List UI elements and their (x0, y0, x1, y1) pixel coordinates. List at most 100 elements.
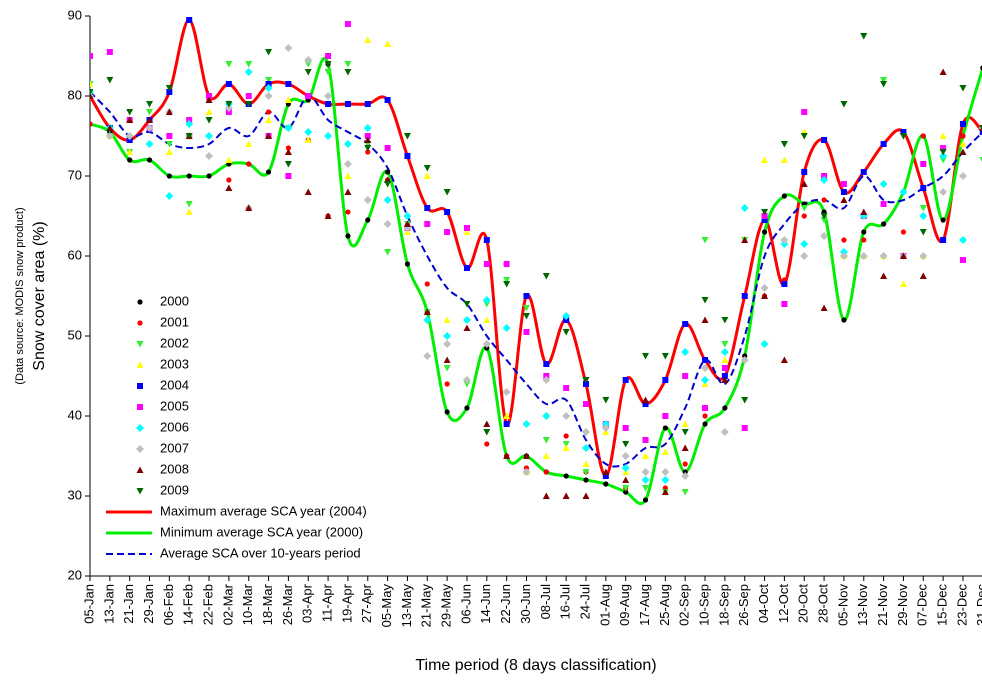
point (622, 441, 630, 448)
point (860, 169, 867, 175)
point (463, 324, 471, 331)
point (800, 240, 809, 248)
point (582, 444, 590, 452)
point (244, 68, 253, 76)
x-tick-label: 01-Aug (597, 584, 612, 626)
point (562, 441, 570, 448)
point (702, 405, 709, 411)
point (979, 157, 982, 163)
legend-label: 2009 (160, 482, 189, 497)
point (463, 265, 470, 271)
point (662, 425, 668, 431)
point (841, 317, 847, 323)
point (542, 412, 551, 420)
point (740, 356, 749, 364)
point (146, 157, 153, 163)
legend-label: Maximum average SCA year (2004) (160, 503, 367, 518)
point (642, 353, 650, 360)
point (363, 196, 372, 204)
point (563, 473, 569, 479)
point (642, 396, 650, 403)
point (284, 161, 292, 168)
point (562, 329, 570, 336)
point (602, 397, 610, 404)
point (385, 169, 391, 175)
point (681, 429, 689, 436)
point (365, 217, 371, 223)
point (582, 377, 590, 384)
point (364, 136, 372, 143)
y-tick-label: 40 (68, 407, 82, 422)
point (681, 348, 690, 356)
x-tick-label: 28-Oct (816, 584, 831, 623)
point (325, 53, 332, 59)
x-tick-label: 14-Feb (181, 584, 196, 625)
point (880, 81, 888, 88)
x-tick-label: 13-Nov (855, 584, 870, 626)
point (563, 385, 570, 391)
point (285, 173, 292, 179)
point (642, 497, 649, 503)
point (741, 236, 749, 243)
point (919, 252, 928, 260)
point (661, 353, 669, 360)
point (642, 452, 650, 459)
point (661, 448, 669, 455)
point (205, 132, 214, 140)
point (364, 36, 372, 43)
point (958, 172, 967, 180)
point (760, 340, 769, 348)
x-tick-label: 08-Jul (538, 584, 553, 620)
point (424, 281, 430, 287)
point (285, 145, 291, 151)
point (701, 376, 710, 384)
x-tick-label: 05-May (379, 584, 394, 628)
point (165, 148, 173, 155)
point (482, 296, 491, 304)
x-tick-label: 05-Nov (835, 584, 850, 626)
point (820, 176, 829, 184)
point (146, 109, 154, 116)
point (106, 124, 114, 131)
point (681, 420, 689, 427)
point (959, 140, 967, 147)
point (860, 33, 868, 40)
x-tick-label: 12-Oct (776, 584, 791, 623)
point (879, 252, 888, 260)
point (859, 252, 868, 260)
point (165, 108, 173, 115)
point (542, 376, 551, 384)
point (186, 17, 193, 23)
point (722, 405, 728, 411)
point (225, 101, 233, 108)
point (503, 281, 511, 288)
point (621, 464, 630, 472)
point (483, 261, 490, 267)
point (939, 68, 947, 75)
point (959, 85, 967, 92)
point (701, 237, 709, 244)
legend-marker (136, 445, 144, 453)
point (959, 148, 967, 155)
point (543, 361, 550, 367)
point (166, 89, 173, 95)
point (364, 133, 371, 139)
point (403, 212, 412, 220)
point (284, 124, 293, 132)
point (284, 44, 293, 52)
point (583, 401, 589, 407)
point (443, 316, 451, 323)
point (542, 452, 550, 459)
point (145, 124, 154, 132)
legend-marker (137, 404, 143, 410)
point (820, 213, 828, 220)
y-tick-label: 90 (68, 7, 82, 22)
point (344, 101, 351, 107)
x-tick-label: 30-Jun (518, 584, 533, 624)
point (345, 233, 351, 239)
point (423, 165, 431, 172)
point (562, 412, 571, 420)
point (444, 409, 450, 415)
point (443, 189, 451, 196)
point (702, 413, 708, 419)
